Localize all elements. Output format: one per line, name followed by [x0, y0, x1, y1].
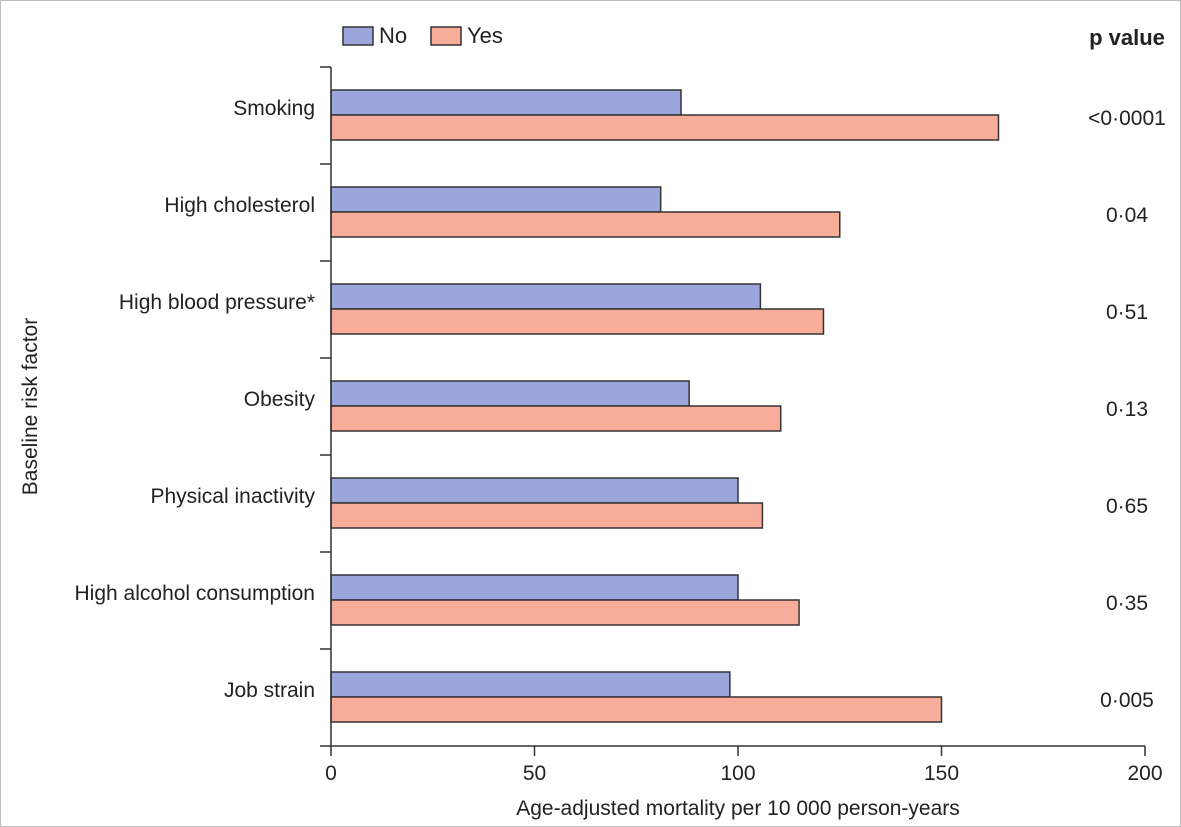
bar-no: [330, 283, 762, 310]
x-tick-label: 100: [720, 762, 755, 785]
bar-yes: [330, 405, 782, 432]
bar-no: [330, 477, 739, 504]
category-label: Obesity: [244, 388, 316, 411]
x-tick-label: 200: [1127, 762, 1162, 785]
bar-yes: [330, 502, 764, 529]
category-label: High alcohol consumption: [75, 582, 315, 605]
p-value: 0·35: [1106, 592, 1148, 615]
bar-no: [330, 89, 682, 116]
bar-yes: [330, 211, 841, 238]
p-value: 0·005: [1100, 689, 1154, 712]
bar-no: [330, 574, 739, 601]
x-tick-label: 0: [325, 762, 337, 785]
p-value: 0·04: [1106, 204, 1148, 227]
x-tick-label: 150: [924, 762, 959, 785]
category-label: High cholesterol: [164, 194, 315, 217]
y-axis-label: Baseline risk factor: [19, 318, 42, 495]
x-axis-label: Age-adjusted mortality per 10 000 person…: [516, 797, 960, 820]
legend-swatch-no: [342, 26, 374, 46]
legend-label-yes: Yes: [467, 23, 503, 48]
legend-label-no: No: [379, 23, 407, 48]
bar-no: [330, 380, 690, 407]
p-value: 0·13: [1106, 398, 1148, 421]
category-label: Job strain: [224, 679, 315, 702]
p-value: <0·0001: [1088, 107, 1166, 130]
bar-no: [330, 671, 731, 698]
bar-yes: [330, 599, 800, 626]
legend-swatch-yes: [430, 26, 462, 46]
x-tick-label: 50: [523, 762, 546, 785]
p-value: 0·65: [1106, 495, 1148, 518]
p-value: 0·51: [1106, 301, 1148, 324]
category-label: High blood pressure*: [119, 291, 315, 314]
bar-yes: [330, 696, 943, 723]
p-value-header: p value: [1089, 25, 1165, 50]
category-label: Physical inactivity: [150, 485, 315, 508]
bar-yes: [330, 114, 1000, 141]
bar-yes: [330, 308, 825, 335]
bar-no: [330, 186, 662, 213]
category-label: Smoking: [233, 97, 315, 120]
